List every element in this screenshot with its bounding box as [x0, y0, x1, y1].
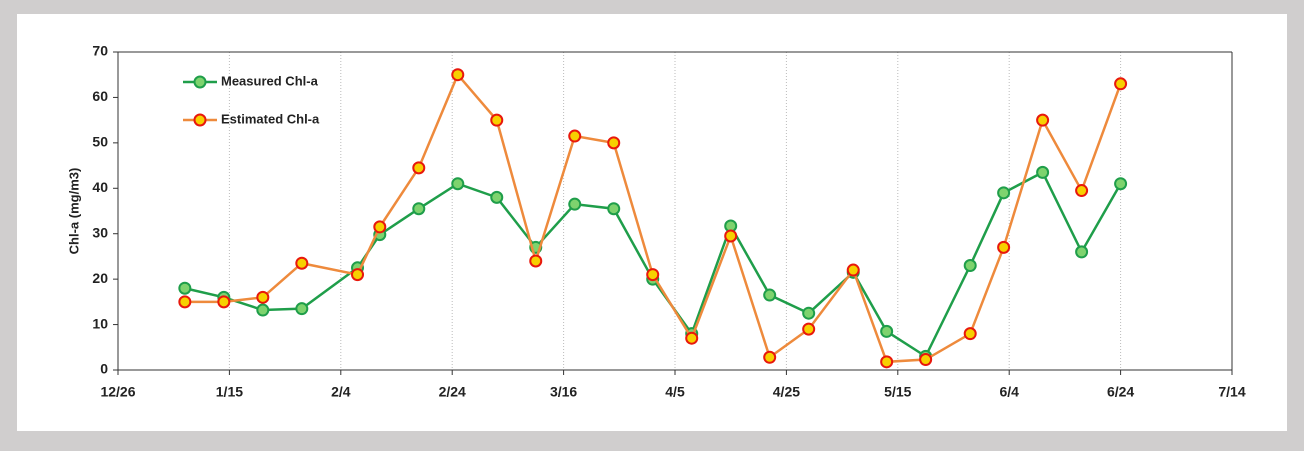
data-point [178, 295, 192, 309]
y-tick-label: 10 [92, 315, 108, 331]
data-point [724, 229, 738, 243]
legend-marker [193, 75, 207, 89]
data-point [1114, 77, 1128, 91]
y-tick-label: 50 [92, 134, 108, 150]
data-point [451, 177, 465, 191]
data-point [763, 288, 777, 302]
data-point [646, 268, 660, 282]
x-tick-label: 5/15 [884, 384, 911, 400]
y-tick-label: 20 [92, 270, 108, 286]
x-tick-label: 12/26 [100, 384, 135, 400]
data-point [568, 129, 582, 143]
data-point [607, 202, 621, 216]
data-point [919, 353, 933, 367]
data-point [1036, 113, 1050, 127]
data-point [1075, 245, 1089, 259]
data-point [295, 256, 309, 270]
data-point [529, 254, 543, 268]
data-point [880, 324, 894, 338]
x-tick-label: 6/24 [1107, 384, 1134, 400]
y-tick-label: 60 [92, 88, 108, 104]
data-point [802, 322, 816, 336]
data-point [373, 220, 387, 234]
legend-label: Measured Chl-a [221, 73, 319, 88]
x-tick-label: 1/15 [216, 384, 243, 400]
data-point [217, 295, 231, 309]
data-point [963, 327, 977, 341]
data-point [685, 331, 699, 345]
y-tick-label: 30 [92, 224, 108, 240]
data-point [295, 302, 309, 316]
data-point [846, 263, 860, 277]
x-tick-label: 6/4 [999, 384, 1019, 400]
legend-label: Estimated Chl-a [221, 111, 320, 126]
data-point [256, 303, 270, 317]
data-point [607, 136, 621, 150]
data-point [568, 197, 582, 211]
legend-marker [193, 113, 207, 127]
data-point [997, 186, 1011, 200]
x-tick-label: 2/24 [439, 384, 466, 400]
data-point [451, 68, 465, 82]
x-tick-label: 2/4 [331, 384, 351, 400]
data-point [412, 202, 426, 216]
y-axis-label: Chl-a (mg/m3) [66, 168, 81, 255]
data-point [963, 259, 977, 273]
data-point [256, 290, 270, 304]
data-point [763, 350, 777, 364]
chart-panel [17, 14, 1287, 431]
data-point [1114, 177, 1128, 191]
y-tick-label: 0 [100, 361, 108, 377]
data-point [178, 281, 192, 295]
x-tick-label: 7/14 [1218, 384, 1245, 400]
data-point [802, 306, 816, 320]
data-point [1036, 165, 1050, 179]
x-tick-label: 4/5 [665, 384, 685, 400]
x-tick-label: 3/16 [550, 384, 577, 400]
y-tick-label: 70 [92, 43, 108, 59]
data-point [412, 161, 426, 175]
data-point [351, 268, 365, 282]
data-point [490, 190, 504, 204]
x-tick-label: 4/25 [773, 384, 800, 400]
data-point [997, 240, 1011, 254]
y-tick-label: 40 [92, 179, 108, 195]
data-point [1075, 184, 1089, 198]
data-point [490, 113, 504, 127]
data-point [880, 355, 894, 369]
